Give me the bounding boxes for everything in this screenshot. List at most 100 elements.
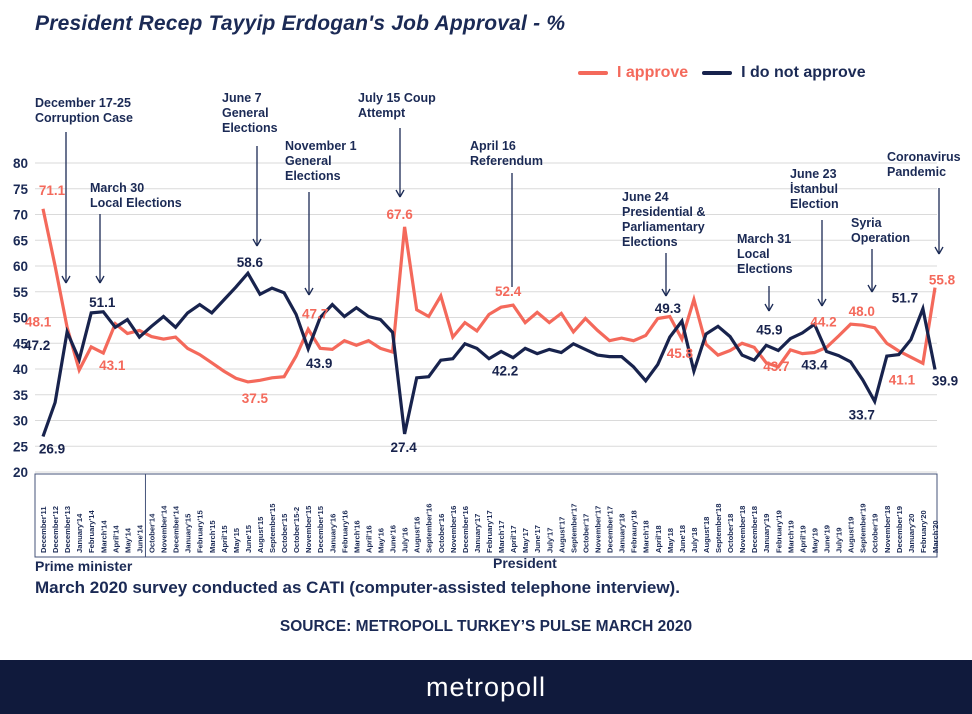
x-tick-label: January'14	[75, 513, 84, 553]
x-tick-label: May'15	[232, 527, 241, 553]
event-annotation-text: March 31 Local Elections	[737, 232, 793, 276]
x-tick-label: June'14	[135, 524, 144, 553]
x-tick-label: November'18	[738, 506, 747, 553]
x-tick-label: May'18	[666, 528, 675, 553]
x-tick-label: October'18	[726, 514, 735, 553]
x-tick-label: June'18	[678, 525, 687, 553]
data-point-label: 45.8	[667, 346, 694, 361]
data-point-label: 27.4	[390, 440, 417, 455]
x-tick-label: April'16	[364, 525, 373, 553]
x-tick-label: October'15-2	[292, 507, 301, 553]
event-annotation: July 15 Coup Attempt	[358, 91, 436, 198]
x-tick-label: November'16	[449, 506, 458, 553]
x-tick-label: January'20	[907, 514, 916, 553]
event-annotation-text: June 23 İstanbul Election	[790, 167, 839, 211]
x-tick-label: January'19	[762, 514, 771, 553]
event-annotation: Syria Operation	[851, 216, 910, 293]
axis-section-label-prime-minister: Prime minister	[35, 558, 133, 574]
x-tick-label: November'15	[304, 505, 313, 553]
x-tick-label: January'15	[184, 513, 193, 553]
data-point-label: 43.1	[99, 358, 126, 373]
data-point-label: 51.7	[892, 291, 918, 306]
data-point-label: 49.3	[655, 301, 682, 316]
data-point-label: 37.5	[242, 391, 269, 406]
data-point-label: 39.9	[932, 374, 958, 389]
data-point-label: 41.1	[889, 372, 916, 387]
x-tick-label: June'15	[244, 524, 253, 553]
x-axis-label-box	[34, 473, 938, 558]
x-tick-label: April'14	[111, 525, 120, 553]
x-tick-label: November'18	[883, 506, 892, 553]
x-tick-label: January'17	[473, 514, 482, 553]
x-tick-label: October'19	[871, 514, 880, 553]
y-tick-35: 35	[13, 388, 29, 403]
y-tick-65: 65	[13, 233, 29, 248]
x-tick-label: December'11	[39, 506, 48, 553]
x-tick-label: March'17	[497, 520, 506, 553]
event-annotation: June 24 Presidential & Parliamentary Electi…	[622, 190, 705, 297]
x-tick-label: March'16	[352, 520, 361, 553]
event-annotation-text: June 7 General Elections	[222, 91, 278, 135]
event-annotation: June 23 İstanbul Election	[790, 167, 839, 307]
x-tick-label: December'14	[172, 505, 181, 553]
source-note: SOURCE: METROPOLL TURKEY’S PULSE MARCH 2…	[279, 618, 693, 635]
event-annotation-text: December 17-25 Corruption Case	[35, 96, 133, 125]
data-point-label: 67.6	[386, 207, 413, 222]
event-annotation-text: July 15 Coup Attempt	[358, 91, 436, 120]
y-tick-80: 80	[13, 156, 28, 171]
x-tick-label: December'19	[895, 506, 904, 553]
data-point-label: 47.2	[24, 338, 50, 353]
chart-legend: I approve I do not approve	[578, 64, 866, 82]
x-tick-label: May'14	[123, 527, 132, 553]
event-annotation-text: November 1 General Elections	[285, 139, 357, 183]
event-annotation-text: April 16 Referendum	[470, 139, 543, 168]
data-point-label: 45.9	[756, 323, 782, 338]
x-tick-label: March'18	[642, 520, 651, 553]
axis-section-label-president: President	[493, 555, 557, 571]
legend-label-disapprove: I do not approve	[741, 64, 866, 81]
x-tick-label: February'14	[87, 509, 96, 553]
x-tick-label: November'14	[160, 505, 169, 553]
x-tick-label: September'16	[425, 503, 434, 553]
event-annotation: June 7 General Elections	[222, 91, 278, 247]
x-tick-label: February'16	[340, 510, 349, 553]
legend-item-approve: I approve	[578, 64, 688, 82]
x-tick-label: December'18	[750, 506, 759, 553]
x-tick-label: January'16	[328, 514, 337, 553]
data-point-label: 71.1	[39, 183, 66, 198]
x-tick-label: July'16	[401, 528, 410, 553]
x-tick-label: September'17	[569, 503, 578, 553]
x-tick-label: February'20	[919, 510, 928, 553]
data-point-label: 43.7	[763, 359, 789, 374]
data-point-label: 47.7	[302, 306, 328, 321]
x-tick-label: August'15	[256, 516, 265, 553]
data-point-label: 43.9	[306, 356, 332, 371]
x-tick-label: April'19	[798, 525, 807, 553]
x-tick-label: August'17	[557, 517, 566, 553]
survey-method-note: March 2020 survey conducted as CATI (com…	[35, 578, 680, 597]
x-tick-label: September'15	[268, 503, 277, 553]
x-tick-label: October'15	[280, 513, 289, 553]
x-tick-label: October'14	[147, 513, 156, 553]
x-tick-label: June'16	[389, 525, 398, 553]
x-tick-label: October'16	[437, 514, 446, 553]
y-tick-50: 50	[13, 311, 28, 326]
x-tick-label: January'18	[618, 514, 627, 553]
footer-brand-bar: metropoll	[0, 660, 972, 714]
y-tick-70: 70	[13, 208, 28, 223]
event-annotation-text: Coronavirus Pandemic	[887, 150, 961, 179]
x-tick-label: April'15	[220, 525, 229, 553]
x-tick-label: September'19	[859, 503, 868, 553]
x-tick-label: July'19	[835, 528, 844, 553]
legend-label-approve: I approve	[617, 64, 689, 81]
x-tick-label: October'17	[581, 514, 590, 553]
y-tick-40: 40	[13, 362, 28, 377]
x-tick-label: February'17	[485, 510, 494, 553]
y-tick-20: 20	[13, 465, 28, 480]
data-point-label: 43.4	[801, 357, 828, 372]
event-annotation-text: June 24 Presidential & Parliamentary Electi…	[622, 190, 705, 249]
x-tick-label: March'14	[99, 520, 108, 553]
x-tick-label: July'18	[690, 528, 699, 553]
